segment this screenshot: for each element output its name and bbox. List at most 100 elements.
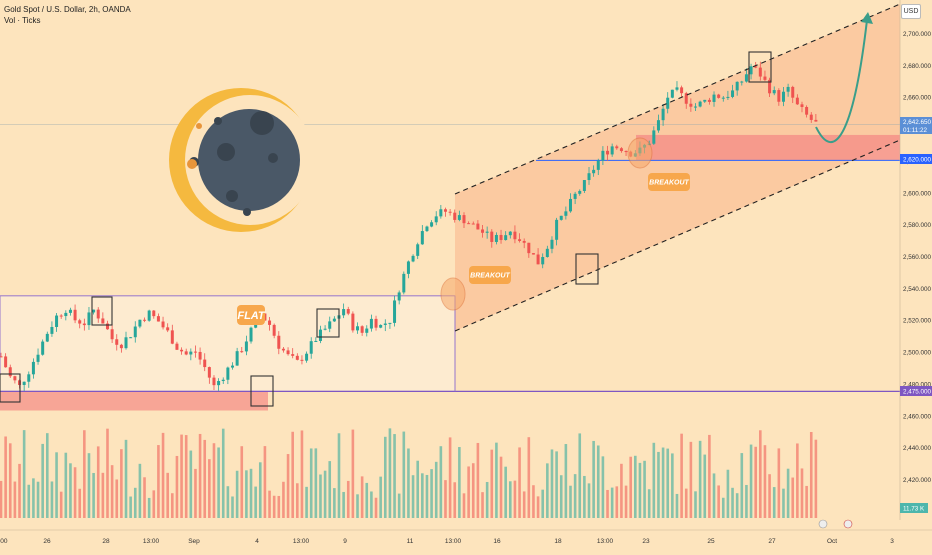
time-tick-label: 13:00 xyxy=(597,538,614,545)
volume-bar xyxy=(583,475,586,518)
candle-body xyxy=(374,318,378,328)
candle-body xyxy=(791,86,795,98)
volume-bar xyxy=(721,497,725,518)
volume-bar xyxy=(133,487,137,518)
candle-body xyxy=(513,231,517,240)
volume-bar xyxy=(402,431,406,518)
volume-bar xyxy=(759,430,762,518)
candle-body xyxy=(87,312,91,326)
candle-body xyxy=(805,106,809,115)
candle-body xyxy=(578,190,582,194)
candle-body xyxy=(170,330,174,344)
pivot-box xyxy=(316,308,340,338)
currency-button[interactable]: USD xyxy=(901,4,921,19)
chart-header: Gold Spot / U.S. Dollar, 2h, OANDA Vol ·… xyxy=(4,4,131,26)
volume-bar xyxy=(768,474,771,518)
volume-bar xyxy=(217,447,220,518)
volume-bar xyxy=(596,445,600,518)
candle-body xyxy=(138,319,142,327)
candle-body xyxy=(119,344,123,349)
volume-bar xyxy=(532,485,535,518)
candle-body xyxy=(568,198,572,212)
time-tick-label: 23 xyxy=(642,538,650,545)
volume-bar xyxy=(573,474,577,518)
volume-bar xyxy=(13,481,17,518)
volume-bar xyxy=(471,463,475,518)
volume-bar xyxy=(731,487,734,518)
candle-body xyxy=(281,348,285,351)
candle-body xyxy=(772,90,776,94)
candle-body xyxy=(744,74,748,82)
candle-body xyxy=(45,333,49,342)
candle-body xyxy=(68,309,72,313)
volume-bar xyxy=(73,467,77,518)
volume-bar xyxy=(282,481,285,518)
candle-body xyxy=(425,226,429,232)
volume-tag xyxy=(900,503,928,513)
volume-bar xyxy=(189,450,193,518)
candle-body xyxy=(587,173,591,181)
candle-body xyxy=(207,367,211,378)
candle-body xyxy=(166,327,170,331)
volume-bar xyxy=(314,448,318,518)
moon-crater xyxy=(214,117,222,125)
time-tick-label: Sep xyxy=(188,538,200,545)
candles-layer xyxy=(0,61,818,391)
candle-body xyxy=(508,231,512,236)
price-tick-label: 2,580.000 xyxy=(903,222,932,229)
time-tick-label: 16 xyxy=(493,538,501,545)
price-tick-label: 2,700.000 xyxy=(903,31,932,38)
volume-bar xyxy=(106,428,109,518)
volume-bar xyxy=(684,488,688,518)
volume-bar xyxy=(41,443,44,518)
volume-bar xyxy=(499,456,503,518)
moon-crater xyxy=(226,190,238,202)
candle-body xyxy=(680,87,684,94)
candle-body xyxy=(800,104,804,107)
price-tick-label: 2,520.000 xyxy=(903,318,932,325)
candle-body xyxy=(522,240,526,243)
candle-body xyxy=(694,106,697,108)
volume-bar xyxy=(485,481,489,518)
candle-body xyxy=(388,322,392,324)
support-price-value: 2,475.000 xyxy=(903,389,932,396)
volume-bar xyxy=(203,439,207,518)
time-tick-label: 26 xyxy=(43,538,51,545)
volume-bar xyxy=(379,476,382,518)
volume-bar xyxy=(231,496,234,518)
support-price-tag xyxy=(900,386,932,396)
volume-bar xyxy=(55,452,58,518)
candle-body xyxy=(504,235,508,241)
volume-bar xyxy=(92,472,95,518)
time-tick-label: 27 xyxy=(768,538,776,545)
volume-bar xyxy=(448,437,452,518)
pivot-box xyxy=(575,253,599,285)
candle-body xyxy=(476,223,480,230)
volume-bar xyxy=(541,489,545,518)
candle-body xyxy=(161,321,165,328)
volume-bar xyxy=(796,443,799,518)
volume-bar xyxy=(634,455,637,518)
candle-body xyxy=(536,254,540,265)
candle-body xyxy=(55,315,59,327)
volume-bar xyxy=(296,483,299,518)
moon-crater xyxy=(268,153,278,163)
volume-bar xyxy=(772,487,776,518)
volume-bar xyxy=(555,451,558,518)
volume-bar xyxy=(101,472,105,518)
candle-body xyxy=(545,248,549,258)
candle-body xyxy=(448,211,452,213)
volume-bar xyxy=(69,463,72,518)
resistance-price-tag xyxy=(900,154,932,164)
volume-bar xyxy=(647,489,651,518)
candle-body xyxy=(231,365,234,368)
candle-body xyxy=(481,229,485,233)
volume-bar xyxy=(249,468,253,518)
volume-bar xyxy=(333,488,336,518)
volume-bar xyxy=(83,430,86,518)
candle-body xyxy=(346,309,350,314)
volume-bar xyxy=(518,447,521,518)
volume-bar xyxy=(430,469,433,518)
